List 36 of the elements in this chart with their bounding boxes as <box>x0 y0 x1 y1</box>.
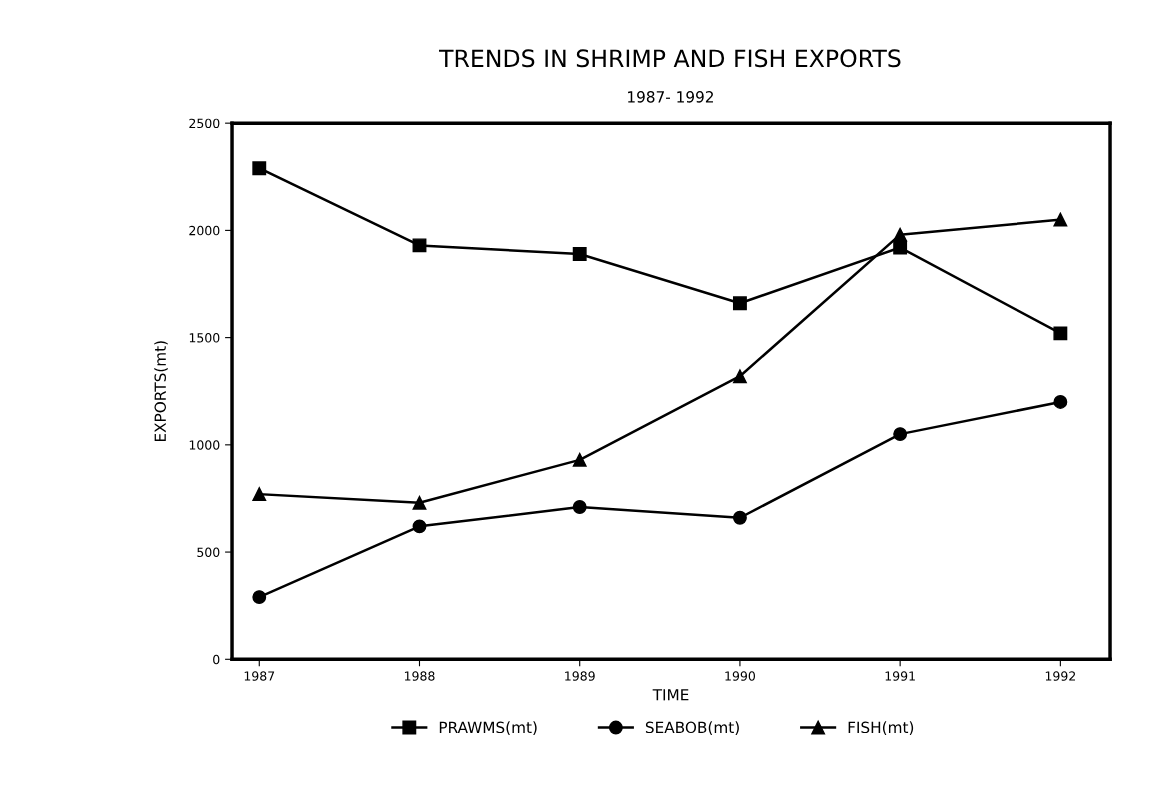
point <box>572 500 587 514</box>
point <box>1053 395 1068 409</box>
point <box>732 296 747 311</box>
point <box>572 452 587 467</box>
point <box>732 369 747 384</box>
x-tick-label: 1991 <box>885 671 915 681</box>
point <box>252 161 267 176</box>
x-axis-title: TIME <box>652 689 689 701</box>
point <box>893 227 908 242</box>
point <box>1053 326 1068 341</box>
y-tick-label: 2000 <box>189 225 220 236</box>
x-tick-label: 1989 <box>565 671 595 681</box>
point <box>572 247 587 261</box>
point <box>252 590 267 605</box>
point <box>732 510 747 525</box>
point <box>252 487 267 502</box>
legend-label: SEABOB(mt) <box>645 721 739 735</box>
y-tick-label: 500 <box>197 547 220 557</box>
y-tick-label: 0 <box>213 654 220 665</box>
point <box>412 519 427 534</box>
point <box>1053 212 1068 227</box>
y-tick-label: 2500 <box>189 118 220 129</box>
x-tick-label: 1987 <box>244 671 275 681</box>
legend-label: PRAWMS(mt) <box>439 721 537 735</box>
x-tick-label: 1990 <box>725 671 755 681</box>
y-tick-label: 1500 <box>189 333 220 343</box>
legend-label: FISH(mt) <box>848 721 914 735</box>
point <box>893 427 908 442</box>
chart-title: TRENDS IN SHRIMP AND FISH EXPORTS <box>439 49 901 68</box>
y-tick-label: 1000 <box>189 440 220 450</box>
x-tick-label: 1992 <box>1045 671 1076 681</box>
point <box>412 495 427 510</box>
point <box>412 238 427 253</box>
chart-subtitle: 1987- 1992 <box>628 91 713 103</box>
y-axis-title: EXPORTS(mt) <box>154 341 168 442</box>
x-tick-label: 1988 <box>404 671 435 681</box>
